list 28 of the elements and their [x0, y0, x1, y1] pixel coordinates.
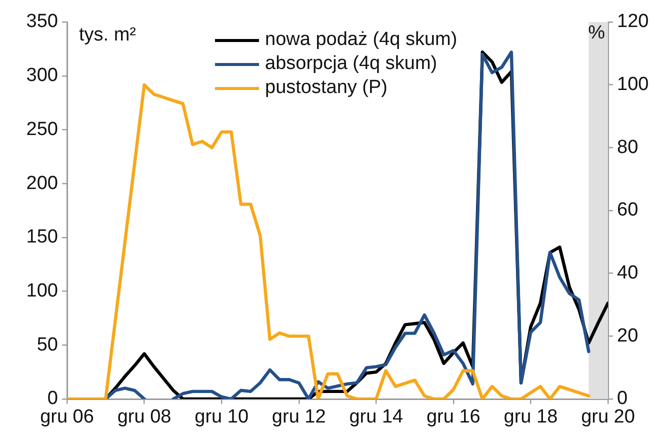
- y2-tick-label: 20: [617, 325, 638, 346]
- x-tick-label: gru 06: [40, 406, 94, 428]
- x-tick-label: gru 16: [426, 406, 480, 428]
- x-tick-label: gru 20: [581, 406, 635, 428]
- y-axis-title: tys. m²: [79, 24, 136, 46]
- y2-tick-label: 100: [617, 74, 649, 96]
- y-tick-label: 300: [26, 65, 58, 86]
- y2-tick-label: 80: [617, 136, 638, 158]
- y-tick-label: 100: [26, 280, 58, 302]
- y-tick-label: 150: [26, 226, 58, 248]
- x-tick-label: gru 10: [194, 406, 249, 428]
- y-tick-label: 250: [26, 118, 58, 140]
- y-tick-label: 50: [36, 334, 58, 356]
- legend-label: nowa podaż (4q skum): [265, 29, 458, 51]
- y2-tick-label: 60: [617, 200, 638, 221]
- legend-label: pustostany (P): [265, 77, 388, 99]
- x-tick-label: gru 18: [504, 406, 558, 428]
- y-tick-label: 200: [26, 172, 58, 194]
- y2-tick-label: 0: [617, 388, 628, 410]
- y-tick-label: 0: [47, 388, 58, 410]
- x-tick-label: gru 12: [272, 406, 326, 428]
- y2-axis-title: %: [588, 22, 606, 44]
- y2-tick-label: 120: [617, 11, 649, 32]
- x-tick-label: gru 14: [349, 406, 404, 428]
- y-tick-label: 350: [26, 11, 58, 32]
- legend-label: absorpcja (4q skum): [265, 53, 438, 75]
- y2-tick-label: 40: [617, 262, 638, 284]
- x-tick-label: gru 08: [117, 406, 172, 428]
